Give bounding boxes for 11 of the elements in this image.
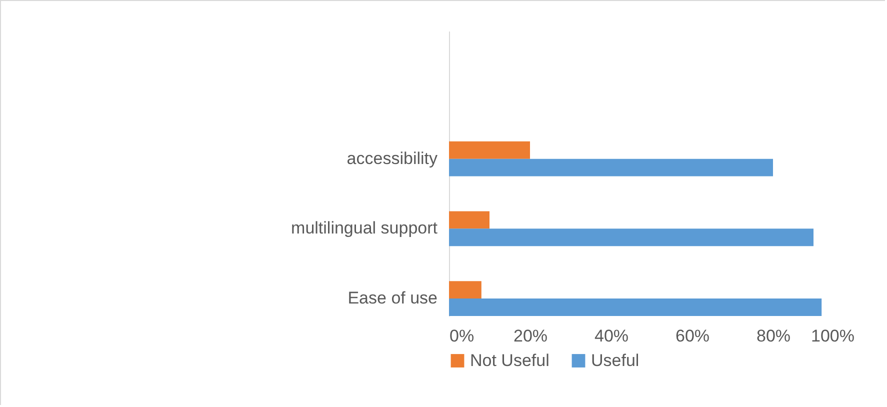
legend-label: Useful [591,350,640,370]
y-tick-label: Ease of use [348,288,438,308]
y-tick-label: multilingual support [291,218,438,238]
y-tick-label: accessibility [346,148,438,168]
x-tick-label: 100% [811,326,854,346]
x-tick-label: 40% [594,326,629,346]
x-tick-label: 0% [450,326,474,346]
x-tick-label: 80% [756,326,791,346]
legend-label: Not Useful [470,350,550,370]
x-tick-label: 60% [675,326,710,346]
x-tick-label: 20% [513,326,548,346]
